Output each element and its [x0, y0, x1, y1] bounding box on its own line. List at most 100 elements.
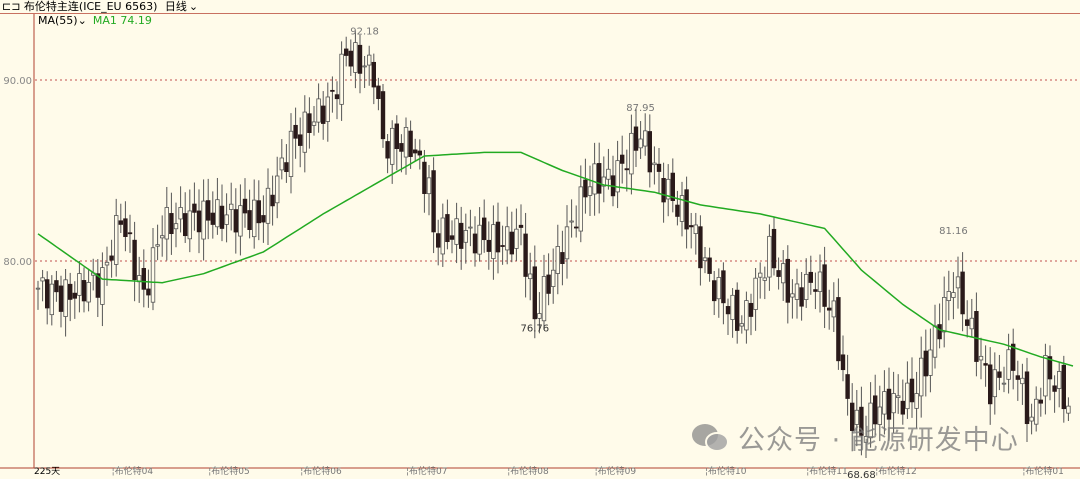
instrument-title: ⊏⊐ 布伦特主连(ICE_EU 6563) — [2, 0, 158, 13]
candle-down — [293, 124, 298, 139]
candle-down — [169, 213, 174, 235]
candle-down — [808, 271, 813, 283]
candle-up — [63, 279, 68, 317]
candle-up — [978, 355, 984, 361]
candle-down — [776, 270, 781, 277]
candle-down — [965, 319, 970, 326]
candle-up — [716, 277, 721, 300]
candle-up — [104, 261, 110, 266]
price-annotation: 76.76 — [520, 324, 549, 335]
candle-up — [114, 215, 119, 265]
candle-down — [297, 134, 303, 146]
candle-down — [656, 163, 662, 172]
candle-up — [882, 391, 887, 415]
ma-line — [37, 151, 1074, 367]
candle-up — [468, 226, 473, 229]
candle-down — [661, 178, 666, 203]
candle-down — [371, 61, 376, 88]
candle-up — [150, 247, 156, 303]
candle-down — [284, 162, 289, 173]
candle-up — [366, 54, 372, 66]
indicator-legend: MA(55)⌄ MA1 74.19 — [38, 14, 152, 27]
candle-up — [942, 297, 947, 333]
candle-up — [615, 160, 620, 193]
price-annotation: 87.95 — [626, 103, 655, 114]
candle-down — [560, 252, 565, 264]
candle-down — [523, 233, 528, 277]
candle-down — [827, 307, 832, 311]
candle-down — [799, 287, 804, 307]
chart-header: ⊏⊐ 布伦特主连(ICE_EU 6563) 日线 ⌄ — [0, 0, 1080, 14]
candle-up — [955, 276, 961, 289]
candle-up — [40, 277, 45, 282]
candle-up — [1043, 355, 1048, 397]
candle-down — [620, 154, 625, 164]
candle-up — [794, 283, 800, 300]
candle-down — [886, 388, 892, 420]
period-selector[interactable]: 日线 ⌄ — [163, 0, 198, 13]
candle-up — [49, 283, 54, 316]
bars-count-label: 225天 — [34, 467, 60, 477]
candle-up — [187, 210, 192, 240]
candle-down — [270, 194, 275, 207]
candle-up — [537, 313, 542, 319]
candle-up — [905, 382, 910, 410]
candle-down — [385, 141, 390, 159]
candle-up — [440, 217, 445, 255]
ma-selector[interactable]: MA(55) — [38, 14, 78, 27]
candle-down — [725, 306, 731, 315]
candle-down — [472, 233, 478, 254]
candle-down — [675, 204, 680, 217]
candle-up — [666, 178, 671, 200]
candle-down — [68, 283, 73, 300]
candle-down — [196, 210, 202, 233]
candle-up — [831, 300, 836, 318]
candle-down — [58, 285, 64, 312]
candle-up — [491, 224, 496, 259]
candle-up — [564, 226, 570, 260]
candle-up — [679, 195, 685, 222]
candle-up — [914, 393, 919, 409]
candle-down — [583, 179, 588, 198]
candle-down — [900, 400, 905, 415]
candle-down — [394, 123, 399, 150]
candle-down — [242, 198, 248, 214]
candle-down — [1061, 364, 1066, 410]
candle-up — [504, 226, 510, 251]
candle-down — [518, 224, 524, 228]
chevron-down-icon[interactable]: ⌄ — [77, 14, 87, 27]
candle-down — [684, 189, 689, 230]
candle-down — [412, 149, 418, 154]
candle-up — [643, 130, 648, 147]
candle-up — [316, 98, 321, 123]
candle-down — [633, 126, 639, 151]
candle-down — [1052, 385, 1057, 392]
candle-down — [909, 378, 915, 403]
candle-up — [1001, 382, 1007, 385]
candle-up — [265, 187, 271, 224]
candle-down — [689, 225, 694, 228]
candle-up — [992, 369, 997, 398]
candle-down — [486, 239, 491, 252]
candle-up — [863, 436, 869, 443]
candle-down — [435, 233, 441, 248]
candle-up — [804, 273, 809, 300]
candle-down — [127, 232, 133, 235]
candle-down — [983, 363, 988, 366]
candle-up — [228, 203, 234, 210]
candle-up — [514, 228, 519, 249]
candle-down — [320, 105, 326, 124]
candle-up — [606, 168, 611, 180]
candle-up — [652, 162, 657, 166]
candle-down — [261, 215, 266, 223]
candle-up — [854, 409, 859, 425]
candle-down — [1047, 356, 1053, 380]
price-annotation: 92.18 — [350, 27, 379, 38]
candle-up — [1057, 371, 1062, 389]
y-tick-label: 90.00 — [3, 76, 32, 87]
candle-up — [178, 207, 183, 220]
candle-up — [932, 325, 938, 358]
candle-up — [477, 224, 482, 255]
candle-down — [1038, 399, 1043, 404]
candle-down — [219, 205, 225, 229]
